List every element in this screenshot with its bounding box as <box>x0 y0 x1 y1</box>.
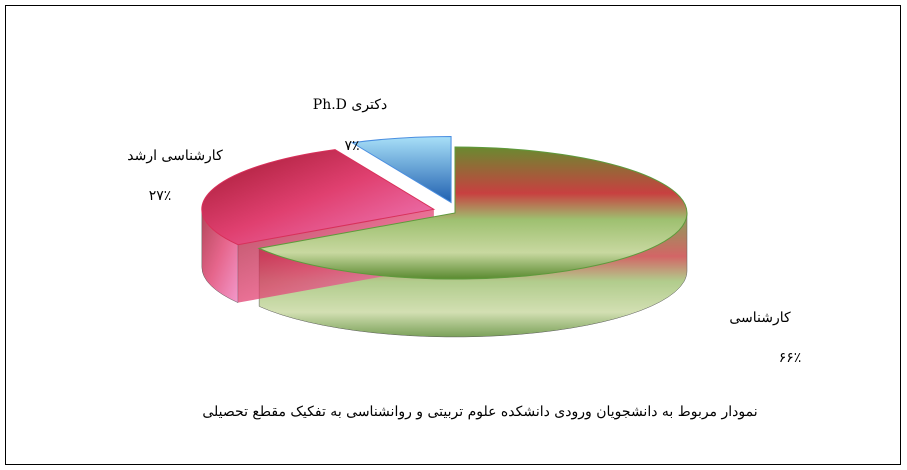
slice-label: کارشناسی <box>729 310 791 326</box>
slice <box>350 135 452 204</box>
chart-title: نمودار مربوط به دانشجویان ورودی دانشکده … <box>202 404 757 420</box>
slice-label: دکتری Ph.D <box>313 97 387 113</box>
slice-value-label: ۲۷٪ <box>149 188 172 204</box>
slice-value-label: ۷٪ <box>344 138 359 154</box>
slice-value-label: ۶۶٪ <box>779 350 802 366</box>
frame <box>5 5 901 465</box>
slice <box>201 149 436 246</box>
pie <box>201 135 688 338</box>
slice <box>257 146 688 280</box>
slice-label: کارشناسی ارشد <box>127 148 223 164</box>
